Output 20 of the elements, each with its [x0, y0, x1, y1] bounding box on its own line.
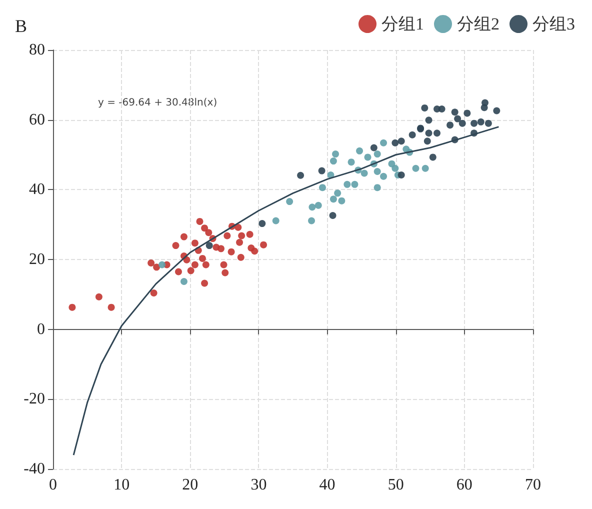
y-tick-label: -40: [24, 460, 45, 478]
chart-title: B: [15, 16, 28, 36]
x-tick-label: 10: [114, 476, 130, 494]
annotation: y = -69.64 + 30.48ln(x): [98, 98, 218, 108]
x-tick-label: 0: [49, 476, 57, 494]
x-tick-label: 30: [250, 476, 267, 494]
y-tick-label: 80: [29, 42, 45, 58]
x-tick-label: 40: [319, 476, 336, 494]
legend-label: 分组3: [532, 14, 575, 34]
y-tick-label: 40: [29, 181, 45, 198]
y-tick-label: 20: [29, 251, 45, 268]
legend-label: 分组2: [457, 14, 500, 34]
y-tick-label: 0: [37, 320, 45, 338]
legend-label: 分组1: [382, 14, 424, 34]
x-tick-label: 50: [388, 476, 404, 494]
y-tick-label: 60: [29, 111, 45, 128]
x-tick-label: 20: [182, 476, 198, 494]
y-tick-label: -20: [24, 390, 45, 408]
x-tick-label: 60: [456, 476, 472, 494]
x-tick-label: 70: [525, 476, 541, 494]
